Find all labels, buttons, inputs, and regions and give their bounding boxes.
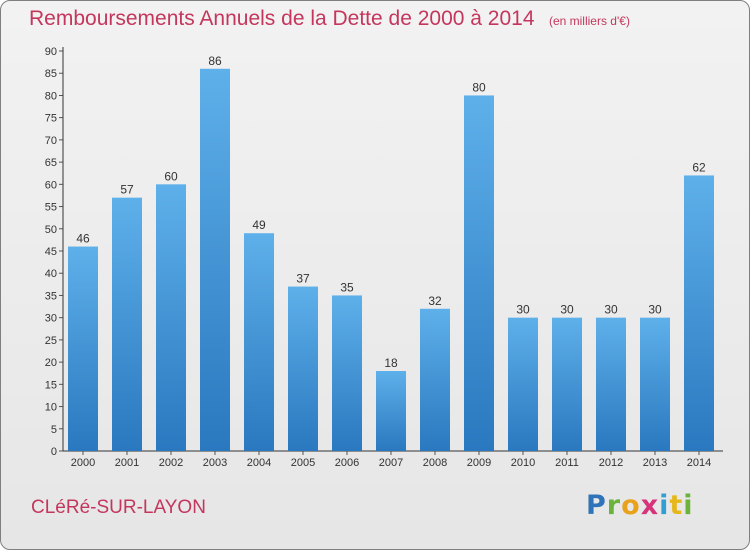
x-tick-label: 2003 [203,457,227,469]
data-label-2007: 18 [384,356,398,370]
y-tick-label: 20 [45,357,57,369]
x-tick-label: 2011 [555,457,579,469]
data-label-2011: 30 [560,303,574,317]
x-tick-label: 2008 [423,457,447,469]
x-tick-label: 2012 [599,457,623,469]
x-tick-label: 2013 [643,457,667,469]
commune-name: CLéRé-SUR-LAYON [31,497,206,518]
x-tick-label: 2014 [687,457,711,469]
data-label-2006: 35 [340,280,354,294]
bar-2000 [68,246,98,451]
y-tick-label: 75 [45,113,57,125]
bar-2004 [244,233,274,451]
bar-2006 [332,295,362,451]
y-tick-label: 80 [45,90,57,102]
bar-2014 [684,175,714,451]
y-tick-label: 25 [45,335,57,347]
data-label-2012: 30 [604,303,618,317]
x-tick-label: 2010 [511,457,535,469]
y-tick-label: 0 [51,446,57,458]
y-tick-label: 45 [45,246,57,258]
proxiti-logo: Proxiti [586,490,694,521]
data-label-2009: 80 [472,80,486,94]
bar-2012 [596,317,626,451]
data-label-2002: 60 [164,169,178,183]
y-tick-label: 40 [45,268,57,280]
y-tick-label: 85 [45,68,57,80]
bar-2001 [112,197,142,451]
x-tick-label: 2006 [335,457,359,469]
bar-2011 [552,317,582,451]
data-label-2004: 49 [252,218,266,232]
y-tick-label: 5 [51,424,57,436]
y-tick-label: 90 [45,46,57,58]
y-tick-label: 35 [45,290,57,302]
x-tick-label: 2009 [467,457,491,469]
data-label-2013: 30 [648,303,662,317]
x-tick-label: 2007 [379,457,403,469]
bar-2005 [288,286,318,451]
x-tick-label: 2004 [247,457,271,469]
y-tick-label: 55 [45,202,57,214]
bar-2007 [376,371,406,451]
data-label-2005: 37 [296,272,310,286]
data-label-2000: 46 [76,232,90,246]
bar-2008 [420,308,450,451]
bar-2010 [508,317,538,451]
x-tick-label: 2005 [291,457,315,469]
y-tick-label: 50 [45,224,57,236]
data-label-2001: 57 [120,183,134,197]
bar-2003 [200,68,230,452]
data-label-2008: 32 [428,294,442,308]
y-tick-label: 30 [45,313,57,325]
x-tick-label: 2000 [71,457,95,469]
y-tick-label: 70 [45,135,57,147]
data-label-2014: 62 [692,160,706,174]
data-label-2010: 30 [516,303,530,317]
x-tick-label: 2001 [115,457,139,469]
data-label-2003: 86 [208,54,222,68]
bar-2002 [156,184,186,452]
y-tick-label: 60 [45,179,57,191]
y-tick-label: 15 [45,379,57,391]
bar-2013 [640,317,670,451]
y-tick-label: 10 [45,402,57,414]
y-tick-label: 65 [45,157,57,169]
title-row: Remboursements Annuels de la Dette de 20… [29,7,630,31]
chart-title: Remboursements Annuels de la Dette de 20… [29,7,535,30]
chart-subtitle: (en milliers d'€) [548,14,630,28]
bar-2009 [464,95,494,451]
x-tick-label: 2002 [159,457,183,469]
